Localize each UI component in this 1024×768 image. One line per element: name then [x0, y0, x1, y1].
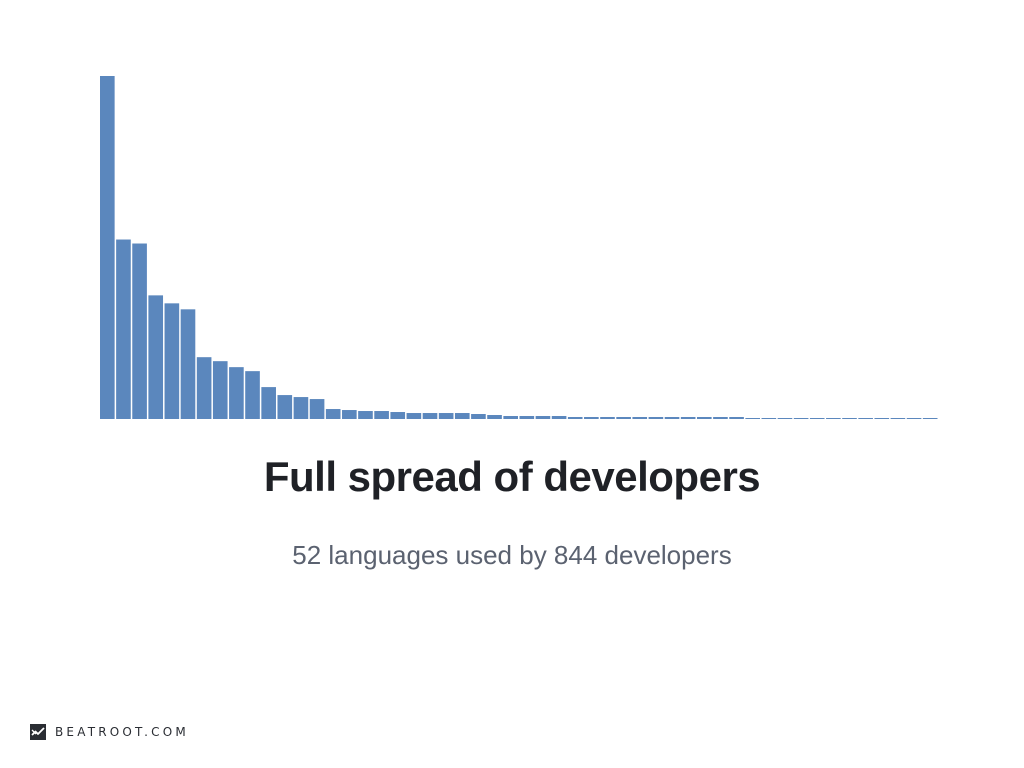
bar	[277, 395, 293, 419]
bar	[745, 418, 761, 419]
bar	[519, 416, 535, 419]
bar	[826, 418, 841, 419]
bar	[454, 413, 470, 419]
bar	[261, 387, 276, 419]
bar	[116, 239, 131, 419]
bar	[632, 417, 648, 419]
bar	[858, 418, 873, 419]
bar	[374, 411, 389, 419]
bar	[100, 76, 115, 419]
bar	[713, 417, 728, 419]
chart-title: Full spread of developers	[263, 453, 761, 500]
bar	[487, 415, 502, 419]
bar	[438, 413, 454, 419]
bar	[777, 418, 793, 419]
bar	[906, 418, 922, 419]
bar	[342, 410, 357, 419]
brand: BEATROOT.COM	[30, 722, 189, 742]
bar	[842, 418, 857, 419]
beatroot-logo-icon	[30, 724, 46, 740]
bar	[664, 417, 680, 419]
brand-text: BEATROOT.COM	[55, 725, 189, 739]
bar	[164, 303, 180, 419]
bar	[729, 417, 744, 419]
bar	[180, 309, 196, 419]
bar	[406, 413, 422, 419]
bar	[680, 417, 696, 419]
bar	[293, 397, 309, 419]
bar	[132, 243, 147, 419]
bar	[616, 417, 631, 419]
bar	[600, 417, 615, 419]
bar	[325, 409, 341, 419]
bar	[471, 414, 486, 419]
bar-chart	[100, 76, 938, 419]
bar	[890, 418, 906, 419]
bar	[648, 417, 664, 419]
chart-subtitle: 52 languages used by 844 developers	[292, 540, 732, 570]
bar	[422, 413, 438, 419]
bar	[922, 418, 938, 419]
bar	[535, 416, 551, 419]
bar	[148, 295, 164, 419]
bar	[196, 357, 212, 419]
bar	[358, 411, 373, 419]
bar	[793, 418, 809, 419]
bar	[584, 417, 599, 419]
bar	[696, 417, 712, 419]
bar	[229, 367, 244, 419]
bar	[503, 416, 518, 419]
bar	[212, 361, 228, 419]
bar	[245, 371, 260, 419]
bar	[551, 416, 567, 419]
bar	[874, 418, 890, 419]
bar	[761, 418, 777, 419]
bar	[567, 417, 583, 419]
bar	[309, 399, 325, 419]
bar	[809, 418, 825, 419]
bar	[390, 412, 406, 419]
bars-group	[100, 76, 938, 419]
